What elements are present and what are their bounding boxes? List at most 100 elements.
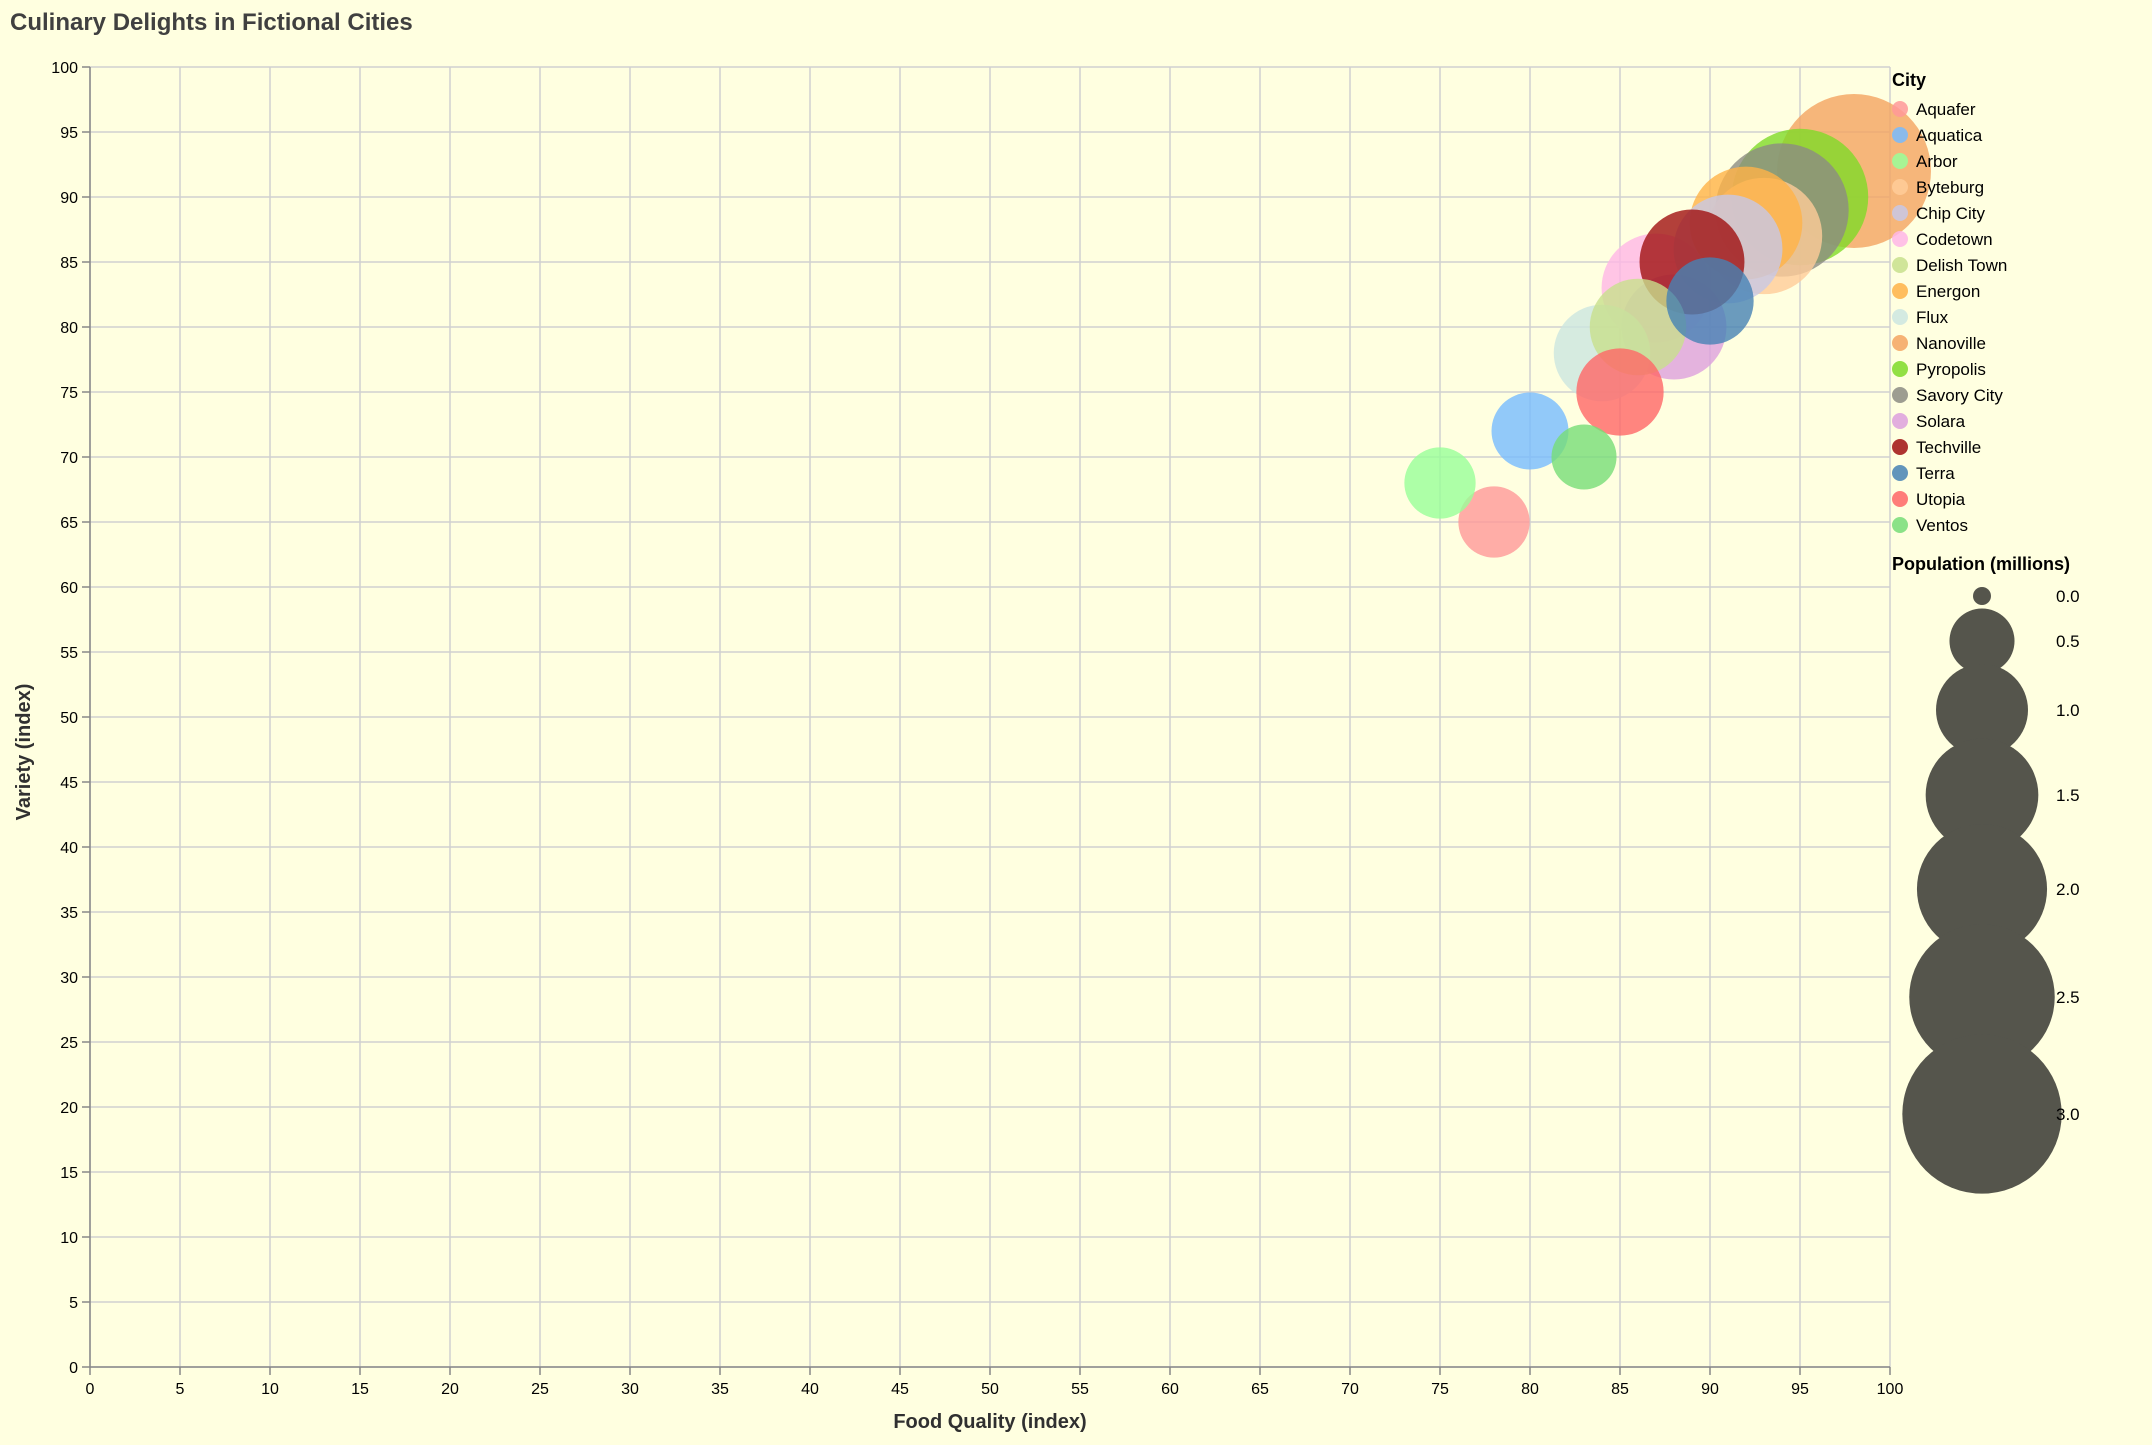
y-tick-label: 75 [60, 385, 78, 402]
legend-swatch [1892, 335, 1908, 351]
x-tick-label: 0 [86, 1381, 95, 1398]
y-tick-label: 45 [60, 775, 78, 792]
y-tick-label: 5 [69, 1295, 78, 1312]
x-tick-label: 95 [1791, 1381, 1809, 1398]
legend-swatch [1892, 283, 1908, 299]
x-axis-label: Food Quality (index) [893, 1411, 1086, 1433]
legend-size-label: 3.0 [2056, 1105, 2080, 1124]
x-tick-label: 5 [176, 1381, 185, 1398]
bubble-arbor [1404, 447, 1476, 519]
legend-label: Solara [1916, 412, 1966, 431]
y-tick-label: 35 [60, 905, 78, 922]
y-tick-label: 10 [60, 1230, 78, 1247]
y-tick-label: 100 [51, 60, 78, 77]
legend-size-circle [1909, 924, 2055, 1070]
x-tick-label: 55 [1071, 1381, 1089, 1398]
legend-size-label: 2.0 [2056, 880, 2080, 899]
x-tick-label: 30 [621, 1381, 639, 1398]
chart-title: Culinary Delights in Fictional Cities [10, 9, 413, 36]
legend-size-circle [1925, 738, 2039, 852]
x-tick-label: 100 [1877, 1381, 1904, 1398]
legend-swatch [1892, 387, 1908, 403]
legend-size-circle [1973, 587, 1991, 605]
bubble-utopia [1576, 348, 1664, 436]
y-axis-label: Variety (index) [13, 684, 35, 821]
x-tick-label: 80 [1521, 1381, 1539, 1398]
y-tick-label: 95 [60, 125, 78, 142]
y-tick-label: 25 [60, 1035, 78, 1052]
x-tick-label: 40 [801, 1381, 819, 1398]
x-tick-label: 25 [531, 1381, 549, 1398]
legend-size-label: 0.0 [2056, 587, 2080, 606]
legend-swatch [1892, 309, 1908, 325]
legend-swatch [1892, 517, 1908, 533]
legend-label: Chip City [1916, 204, 1985, 223]
x-tick-label: 15 [351, 1381, 369, 1398]
y-tick-label: 80 [60, 320, 78, 337]
legend-label: Nanoville [1916, 334, 1986, 353]
legend-label: Pyropolis [1916, 360, 1986, 379]
x-tick-label: 50 [981, 1381, 999, 1398]
legend-size-label: 2.5 [2056, 988, 2080, 1007]
axes: 0 5 10 15 20 25 30 35 40 45 50 55 60 65 70 75 80 85 90 95 10… [51, 60, 1903, 1398]
legend-label: Techville [1916, 438, 1981, 457]
legend-swatch [1892, 153, 1908, 169]
legend-swatch [1892, 465, 1908, 481]
legend-swatch [1892, 491, 1908, 507]
bubble-aquatica [1491, 392, 1569, 470]
legend-size-title: Population (millions) [1892, 554, 2070, 574]
legend-label: Delish Town [1916, 256, 2007, 275]
legend-swatch [1892, 257, 1908, 273]
x-tick-label: 45 [891, 1381, 909, 1398]
x-tick-label: 60 [1161, 1381, 1179, 1398]
bubble-terra [1666, 257, 1754, 345]
legend-label: Codetown [1916, 230, 1993, 249]
bubble-aquafer [1458, 486, 1530, 558]
legend-size-circle [1936, 664, 2028, 756]
legend-label: Aquatica [1916, 126, 1983, 145]
legend-swatch [1892, 361, 1908, 377]
legend-label: Arbor [1916, 152, 1958, 171]
legend-swatch [1892, 413, 1908, 429]
legend-label: Energon [1916, 282, 1980, 301]
legend: City Aquafer Aquatica Arbor Byteburg Chip Cit… [1892, 70, 2080, 1194]
y-tick-label: 65 [60, 515, 78, 532]
bubble-ventos [1551, 424, 1617, 490]
y-tick-label: 55 [60, 645, 78, 662]
legend-swatch [1892, 179, 1908, 195]
legend-label: Byteburg [1916, 178, 1984, 197]
y-tick-label: 50 [60, 710, 78, 727]
y-tick-label: 70 [60, 450, 78, 467]
legend-label: Utopia [1916, 490, 1966, 509]
legend-swatch [1892, 101, 1908, 117]
y-tick-label: 40 [60, 840, 78, 857]
y-tick-label: 30 [60, 970, 78, 987]
legend-size-circle [1902, 1034, 2062, 1194]
legend-size-label: 0.5 [2056, 632, 2080, 651]
legend-size-circle [1916, 823, 2048, 955]
y-tick-label: 20 [60, 1100, 78, 1117]
y-tick-label: 15 [60, 1165, 78, 1182]
legend-label: Aquafer [1916, 100, 1976, 119]
y-tick-label: 0 [69, 1360, 78, 1377]
x-tick-label: 20 [441, 1381, 459, 1398]
legend-label: Savory City [1916, 386, 2003, 405]
legend-label: Flux [1916, 308, 1949, 327]
legend-swatch [1892, 231, 1908, 247]
legend-swatch [1892, 127, 1908, 143]
x-tick-label: 70 [1341, 1381, 1359, 1398]
x-tick-label: 35 [711, 1381, 729, 1398]
x-tick-label: 10 [261, 1381, 279, 1398]
y-tick-label: 60 [60, 580, 78, 597]
legend-size-label: 1.0 [2056, 701, 2080, 720]
data-points [1404, 94, 1931, 558]
y-tick-label: 90 [60, 190, 78, 207]
legend-swatch [1892, 205, 1908, 221]
legend-size-label: 1.5 [2056, 786, 2080, 805]
legend-label: Terra [1916, 464, 1955, 483]
legend-size-circle [1949, 608, 2015, 674]
y-tick-label: 85 [60, 255, 78, 272]
x-tick-label: 90 [1701, 1381, 1719, 1398]
